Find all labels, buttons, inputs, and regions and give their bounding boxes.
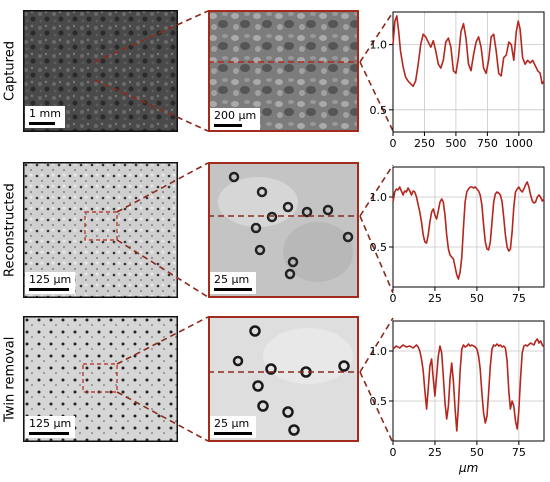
y-tick-label: 1.0 bbox=[370, 191, 388, 204]
y-tick-label: 0.5 bbox=[370, 104, 388, 117]
x-tick-label: 25 bbox=[428, 446, 442, 459]
x-tick-label: 50 bbox=[470, 292, 484, 305]
plot-frame bbox=[392, 166, 545, 288]
reconstructed-zoom-scalebar: 25 µm bbox=[210, 272, 256, 294]
captured-zoom-scale-text: 200 µm bbox=[214, 109, 257, 122]
row-label-twin-removal: Twin removal bbox=[2, 336, 18, 422]
captured-full-scalebar: 1 mm bbox=[25, 106, 65, 128]
chart-reconstructed: 0 25 50 75 0.5 1.0 bbox=[362, 159, 550, 309]
row-label-captured: Captured bbox=[2, 41, 18, 101]
x-axis-label: µm bbox=[459, 461, 479, 475]
chart-twin-removal: 0 25 50 75 0.5 1.0 bbox=[362, 313, 550, 463]
captured-full-scale-text: 1 mm bbox=[29, 107, 61, 120]
twin-removal-full-scalebar: 125 µm bbox=[25, 416, 76, 438]
x-tick-label: 50 bbox=[470, 446, 484, 459]
x-tick-label: 0 bbox=[390, 446, 397, 459]
reconstructed-full-scalebar: 125 µm bbox=[25, 272, 76, 294]
scale-bar-line bbox=[214, 432, 252, 435]
chart-captured: 0 250 500 750 1000 0.5 1.0 bbox=[362, 4, 550, 154]
chart-captured-svg: 0 250 500 750 1000 0.5 1.0 bbox=[370, 11, 545, 150]
scale-bar-line bbox=[29, 288, 69, 291]
twin-removal-zoom-image: 25 µm bbox=[208, 316, 359, 442]
x-tick-label: 75 bbox=[512, 446, 526, 459]
reconstructed-zoom-scale-text: 25 µm bbox=[214, 273, 250, 286]
captured-zoom-scalebar: 200 µm bbox=[210, 108, 261, 130]
chart-twin-removal-svg: 0 25 50 75 0.5 1.0 bbox=[370, 320, 545, 459]
x-tick-label: 500 bbox=[445, 137, 466, 150]
scale-bar-line bbox=[29, 432, 69, 435]
plot-frame bbox=[392, 320, 545, 442]
plot-frame bbox=[392, 11, 545, 133]
captured-zoom-image: 200 µm bbox=[208, 10, 359, 132]
x-tick-label: 750 bbox=[477, 137, 498, 150]
reconstructed-full-scale-text: 125 µm bbox=[29, 273, 72, 286]
x-tick-label: 25 bbox=[428, 292, 442, 305]
x-tick-label: 1000 bbox=[505, 137, 533, 150]
profile-series-line bbox=[392, 338, 545, 432]
x-tick-label: 250 bbox=[414, 137, 435, 150]
twin-removal-full-scale-text: 125 µm bbox=[29, 417, 72, 430]
scale-bar-line bbox=[214, 124, 242, 127]
scale-bar-line bbox=[214, 288, 252, 291]
chart-reconstructed-svg: 0 25 50 75 0.5 1.0 bbox=[370, 166, 545, 305]
captured-full-image: 1 mm bbox=[23, 10, 178, 132]
reconstructed-full-image: 125 µm bbox=[23, 162, 178, 298]
x-tick-label: 0 bbox=[390, 292, 397, 305]
twin-removal-zoom-scale-text: 25 µm bbox=[214, 417, 250, 430]
row-label-reconstructed: Reconstructed bbox=[2, 183, 18, 277]
profile-series-line bbox=[392, 181, 545, 280]
y-tick-label: 0.5 bbox=[370, 241, 388, 254]
x-tick-label: 0 bbox=[390, 137, 397, 150]
twin-removal-full-image: 125 µm bbox=[23, 316, 178, 442]
x-tick-label: 75 bbox=[512, 292, 526, 305]
profile-series-line bbox=[392, 15, 545, 88]
y-tick-label: 0.5 bbox=[370, 395, 388, 408]
y-tick-label: 1.0 bbox=[370, 39, 388, 52]
twin-removal-zoom-scalebar: 25 µm bbox=[210, 416, 256, 438]
y-tick-label: 1.0 bbox=[370, 345, 388, 358]
scale-bar-line bbox=[29, 122, 55, 125]
reconstructed-zoom-image: 25 µm bbox=[208, 162, 359, 298]
